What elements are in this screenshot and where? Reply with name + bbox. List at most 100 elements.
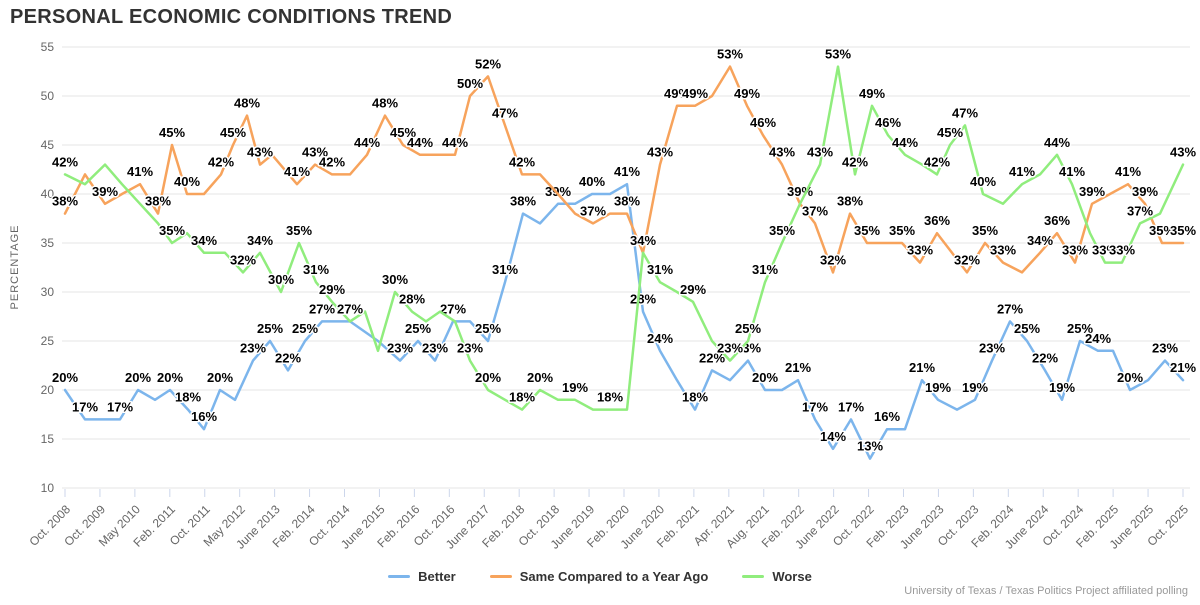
data-label: 48% — [372, 96, 398, 111]
data-label: 35% — [972, 223, 998, 238]
data-label: 18% — [682, 390, 708, 405]
data-label: 36% — [924, 213, 950, 228]
data-label: 38% — [52, 194, 78, 209]
data-label: 27% — [440, 301, 466, 316]
data-label: 46% — [750, 115, 776, 130]
legend-item-worse[interactable]: Worse — [742, 569, 812, 584]
data-label: 37% — [580, 203, 606, 218]
data-label: 47% — [492, 105, 518, 120]
data-label: 33% — [990, 243, 1016, 258]
data-label: 20% — [752, 370, 778, 385]
data-label: 43% — [1170, 145, 1196, 160]
data-label: 49% — [664, 86, 690, 101]
data-label: 42% — [842, 154, 868, 169]
data-label: 19% — [925, 380, 951, 395]
data-label: 39% — [545, 184, 571, 199]
data-label: 20% — [207, 370, 233, 385]
data-label: 35% — [159, 223, 185, 238]
data-label: 23% — [1152, 341, 1178, 356]
data-label: 27% — [309, 301, 335, 316]
data-label: 28% — [399, 292, 425, 307]
data-label: 43% — [247, 145, 273, 160]
data-label: 43% — [807, 145, 833, 160]
data-label: 39% — [787, 184, 813, 199]
data-label: 32% — [230, 252, 256, 267]
y-axis-tick-label: 20 — [41, 383, 55, 397]
legend-item-same-compared-to-a-year-ago[interactable]: Same Compared to a Year Ago — [489, 569, 709, 584]
y-axis-tick-label: 30 — [41, 285, 55, 299]
data-label: 31% — [647, 262, 673, 277]
data-label: 29% — [319, 282, 345, 297]
data-label: 20% — [52, 370, 78, 385]
data-label: 21% — [1170, 360, 1196, 375]
data-label: 22% — [275, 350, 301, 365]
data-label: 49% — [734, 86, 760, 101]
series-line-same-compared-to-a-year-ago — [63, 65, 1185, 274]
data-label: 30% — [382, 272, 408, 287]
y-axis-tick-label: 10 — [41, 481, 55, 495]
y-axis-tick-label: 55 — [41, 40, 55, 54]
data-label: 44% — [442, 135, 468, 150]
data-label: 28% — [630, 292, 656, 307]
data-label: 25% — [257, 321, 283, 336]
y-axis-tick-label: 25 — [41, 334, 55, 348]
data-label: 17% — [838, 399, 864, 414]
data-label: 31% — [492, 262, 518, 277]
data-label: 49% — [859, 86, 885, 101]
data-label: 14% — [820, 429, 846, 444]
legend-line-swatch — [742, 575, 765, 578]
legend-label: Worse — [772, 569, 812, 584]
data-label: 17% — [802, 399, 828, 414]
data-label: 23% — [240, 341, 266, 356]
data-label: 23% — [717, 341, 743, 356]
data-label: 24% — [1085, 331, 1111, 346]
data-label: 19% — [962, 380, 988, 395]
data-label: 30% — [268, 272, 294, 287]
data-label: 32% — [820, 252, 846, 267]
data-label: 46% — [875, 115, 901, 130]
data-label: 37% — [802, 203, 828, 218]
data-label: 53% — [717, 47, 743, 62]
legend-item-better[interactable]: Better — [388, 569, 456, 584]
y-axis-tick-label: 40 — [41, 187, 55, 201]
data-label: 38% — [145, 194, 171, 209]
data-label: 20% — [125, 370, 151, 385]
data-label: 44% — [407, 135, 433, 150]
page-title: PERSONAL ECONOMIC CONDITIONS TREND — [10, 6, 453, 28]
y-axis-tick-label: 15 — [41, 432, 55, 446]
legend-label: Same Compared to a Year Ago — [519, 569, 709, 584]
data-label: 35% — [769, 223, 795, 238]
data-label: 44% — [354, 135, 380, 150]
data-label: 25% — [405, 321, 431, 336]
data-label: 16% — [874, 409, 900, 424]
data-label: 17% — [107, 399, 133, 414]
data-label: 23% — [422, 341, 448, 356]
data-label: 35% — [1149, 223, 1175, 238]
data-label: 25% — [1014, 321, 1040, 336]
data-label: 20% — [527, 370, 553, 385]
data-label: 43% — [769, 145, 795, 160]
data-label: 23% — [735, 341, 761, 356]
data-label: 20% — [1117, 370, 1143, 385]
data-label: 40% — [174, 174, 200, 189]
data-label: 33% — [1092, 243, 1118, 258]
data-label: 52% — [475, 56, 501, 71]
data-label: 20% — [157, 370, 183, 385]
data-label: 42% — [924, 154, 950, 169]
data-label: 18% — [597, 390, 623, 405]
legend-line-swatch — [388, 575, 411, 578]
data-label: 43% — [302, 145, 328, 160]
data-label: 21% — [785, 360, 811, 375]
data-label: 53% — [825, 47, 851, 62]
data-label: 31% — [752, 262, 778, 277]
data-label: 42% — [319, 154, 345, 169]
data-label: 21% — [909, 360, 935, 375]
series-line-better — [63, 182, 1185, 460]
data-label: 38% — [837, 194, 863, 209]
data-label: 41% — [1009, 164, 1035, 179]
data-label: 18% — [175, 390, 201, 405]
data-label: 49% — [682, 86, 708, 101]
data-label: 37% — [1127, 203, 1153, 218]
